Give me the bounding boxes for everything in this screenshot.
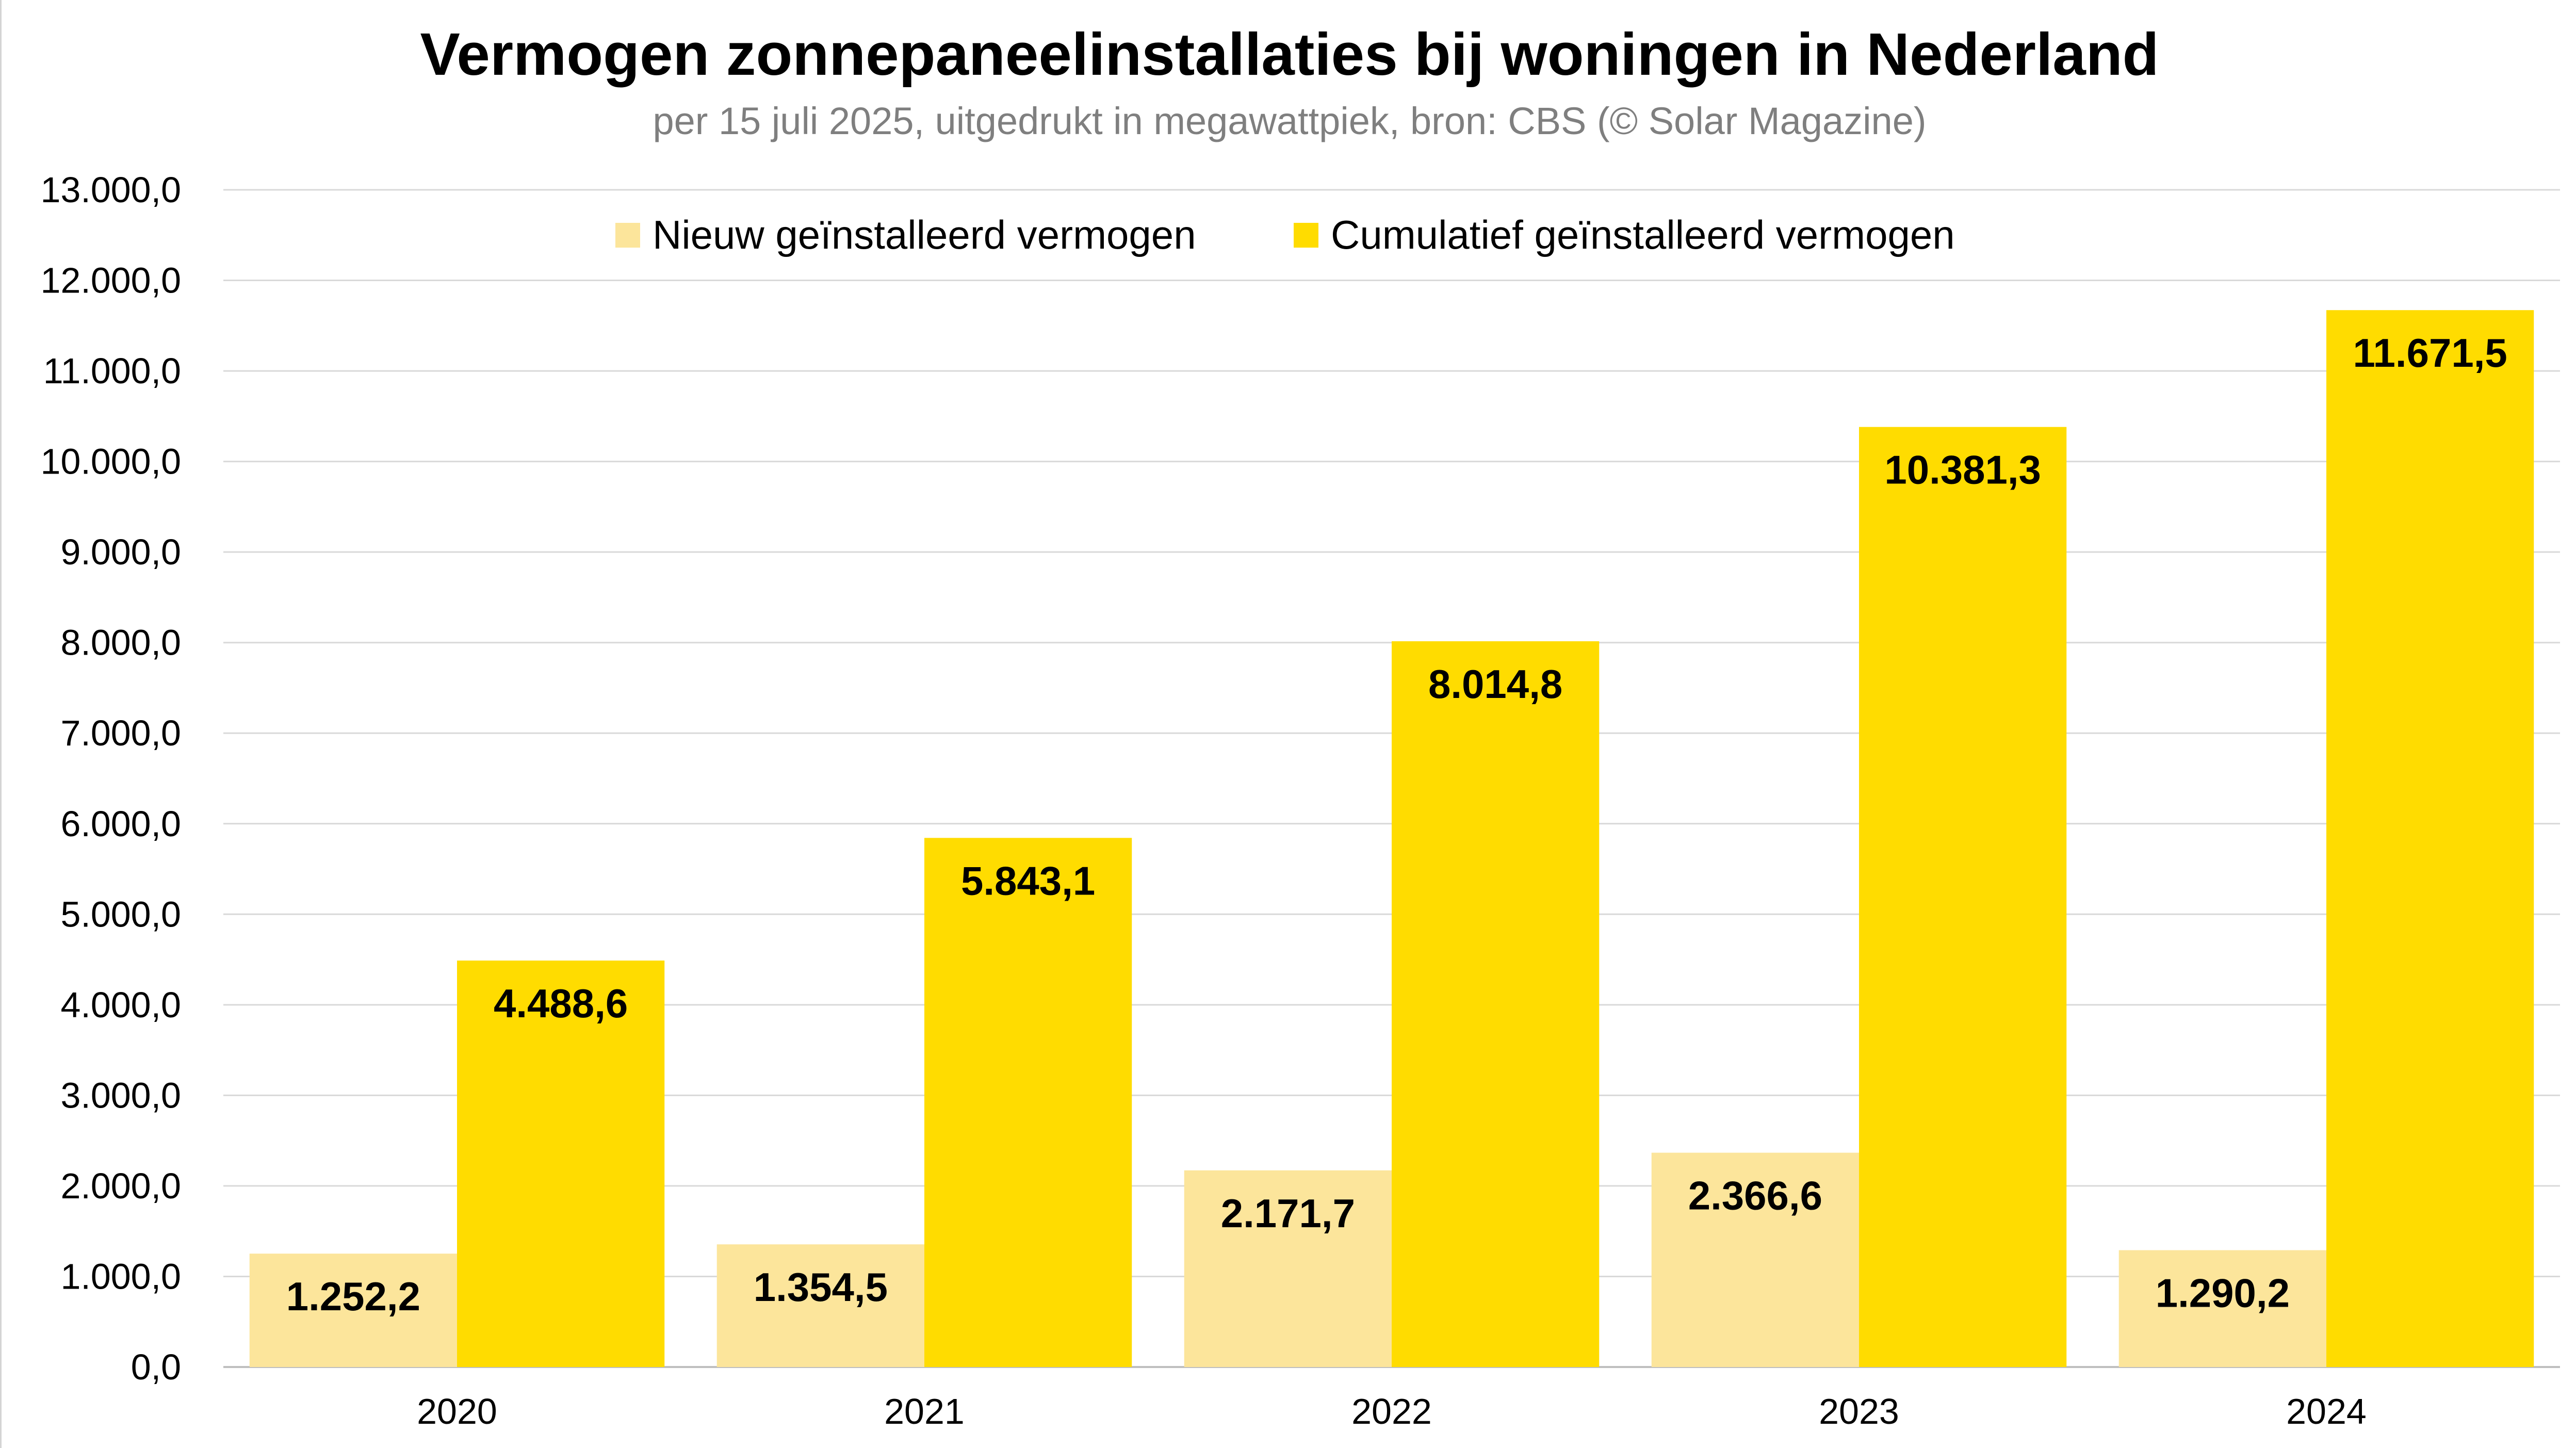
- bar-nieuw: [249, 1254, 457, 1367]
- x-tick-label: 2020: [417, 1391, 497, 1431]
- y-tick-label: 11.000,0: [43, 351, 181, 391]
- bar-cumulatief: [457, 961, 665, 1367]
- data-label-cumulatief: 5.843,1: [961, 858, 1095, 903]
- bars: [249, 310, 2534, 1367]
- legend[interactable]: Nieuw geïnstalleerd vermogen Cumulatief g…: [615, 212, 1955, 257]
- legend-swatch: [1294, 223, 1318, 248]
- legend-nieuw[interactable]: Nieuw geïnstalleerd vermogen: [615, 212, 1196, 257]
- data-label-nieuw: 1.354,5: [754, 1264, 888, 1310]
- x-tick-label: 2024: [2286, 1391, 2367, 1431]
- y-tick-label: 4.000,0: [60, 985, 181, 1025]
- bar-cumulatief: [924, 838, 1132, 1367]
- data-label-nieuw: 1.290,2: [2156, 1271, 2290, 1316]
- y-tick-label: 8.000,0: [60, 623, 181, 663]
- chart-title: Vermogen zonnepaneelinstallaties bij won…: [420, 21, 2159, 88]
- y-tick-label: 3.000,0: [60, 1075, 181, 1115]
- x-axis-ticks: 2020 2021 2022 2023 2024: [417, 1391, 2367, 1431]
- bar-nieuw: [2118, 1250, 2326, 1367]
- bar-nieuw: [716, 1244, 924, 1367]
- data-labels: 1.252,2 4.488,6 1.354,5 5.843,1 2.171,7 8.014…: [286, 330, 2507, 1319]
- y-tick-label: 5.000,0: [60, 894, 181, 934]
- data-label-cumulatief: 4.488,6: [494, 981, 628, 1026]
- legend-label: Nieuw geïnstalleerd vermogen: [653, 212, 1196, 257]
- data-label-nieuw: 2.366,6: [1688, 1173, 1822, 1218]
- data-label-cumulatief: 11.671,5: [2353, 330, 2507, 376]
- legend-label: Cumulatief geïnstalleerd vermogen: [1331, 212, 1955, 257]
- data-label-cumulatief: 8.014,8: [1428, 661, 1562, 707]
- y-tick-label: 10.000,0: [41, 442, 181, 482]
- y-tick-label: 9.000,0: [60, 532, 181, 572]
- x-tick-label: 2022: [1351, 1391, 1432, 1431]
- legend-cumulatief[interactable]: Cumulatief geïnstalleerd vermogen: [1294, 212, 1955, 257]
- data-label-nieuw: 1.252,2: [286, 1274, 420, 1319]
- bar-nieuw: [1651, 1152, 1859, 1367]
- chart-subtitle: per 15 juli 2025, uitgedrukt in megawatt…: [653, 100, 1927, 142]
- y-tick-label: 7.000,0: [60, 713, 181, 753]
- y-tick-label: 2.000,0: [60, 1166, 181, 1206]
- y-tick-label: 1.000,0: [60, 1256, 181, 1296]
- y-tick-label: 12.000,0: [41, 261, 181, 301]
- data-label-cumulatief: 10.381,3: [1884, 447, 2041, 493]
- y-axis-ticks: 0,0 1.000,0 2.000,0 3.000,0 4.000,0 5.000,0 6.…: [41, 170, 181, 1387]
- legend-swatch: [615, 223, 640, 248]
- bar-cumulatief: [1392, 641, 1600, 1367]
- bar-nieuw: [1184, 1170, 1392, 1367]
- y-tick-label: 0,0: [131, 1347, 181, 1387]
- data-label-nieuw: 2.171,7: [1221, 1191, 1355, 1236]
- y-tick-label: 6.000,0: [60, 804, 181, 844]
- y-tick-label: 13.000,0: [41, 170, 181, 210]
- bar-cumulatief: [2326, 310, 2534, 1367]
- bar-cumulatief: [1859, 427, 2067, 1367]
- x-tick-label: 2023: [1819, 1391, 1899, 1431]
- x-tick-label: 2021: [884, 1391, 965, 1431]
